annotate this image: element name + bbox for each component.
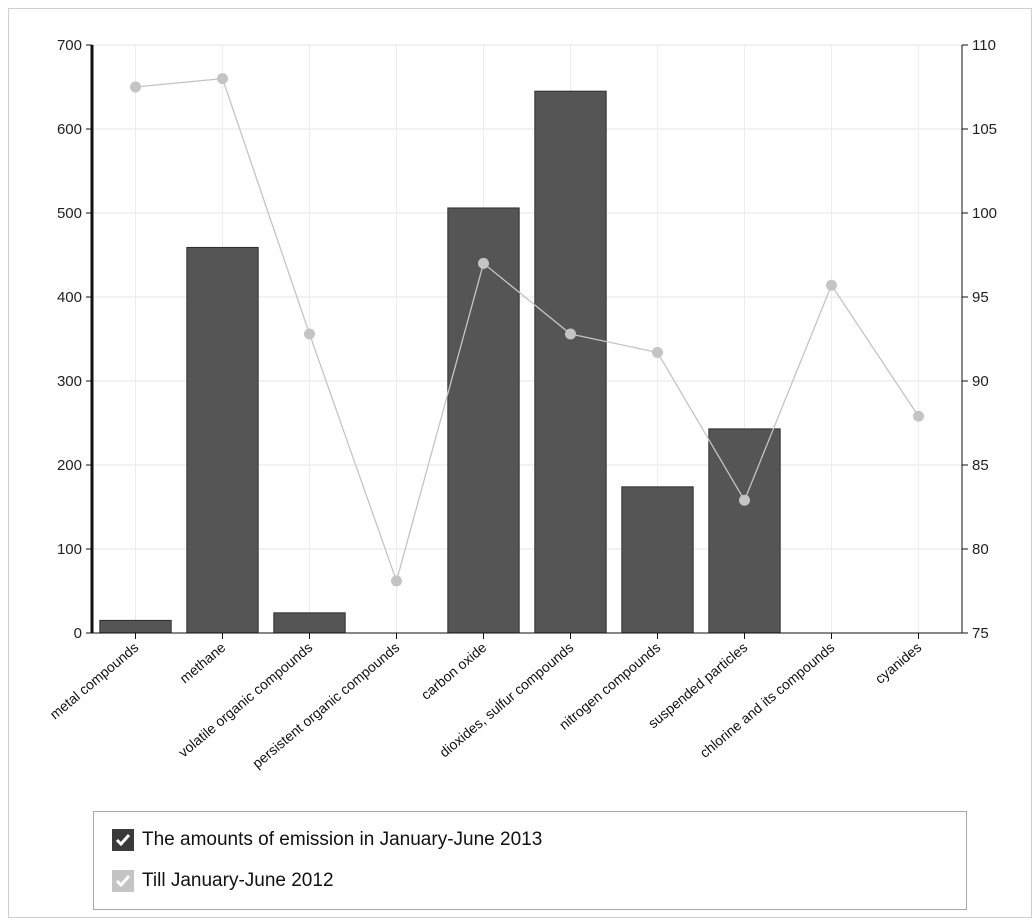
y-right-tick-label: 80 <box>972 541 989 558</box>
bar-0 <box>99 619 172 634</box>
y-left-tick-label: 300 <box>57 373 82 390</box>
line-point-2 <box>304 328 315 340</box>
y-left-tick-label: 400 <box>57 289 82 306</box>
y-left-tick-label: 0 <box>74 625 82 642</box>
y-right-tick-label: 100 <box>972 205 997 222</box>
y-right-tick-label: 75 <box>972 625 989 642</box>
y-right-tick-label: 90 <box>972 373 989 390</box>
legend-label-2013: The amounts of emission in January-June … <box>142 829 543 850</box>
bar-2 <box>273 612 346 634</box>
bar-5 <box>534 90 607 634</box>
line-point-7 <box>739 494 750 506</box>
line-point-8 <box>826 279 837 291</box>
y-right-tick-label: 110 <box>972 37 996 54</box>
line-point-9 <box>913 410 924 422</box>
line-series-2012 <box>135 77 920 584</box>
y-left-tick-label: 200 <box>57 457 82 474</box>
line-point-0 <box>130 81 141 93</box>
line-point-5 <box>565 328 576 340</box>
x-tick-label: cyanides <box>872 639 925 687</box>
y-left-tick-label: 100 <box>57 541 82 558</box>
legend: The amounts of emission in January-June … <box>93 811 967 910</box>
x-tick-label: methane <box>176 639 228 686</box>
line-point-3 <box>391 575 402 587</box>
y-left-tick-label: 700 <box>57 37 82 54</box>
y-left-tick-label: 500 <box>57 205 82 222</box>
chart-frame <box>8 8 1032 918</box>
bar-1 <box>186 246 259 634</box>
y-right-tick-label: 85 <box>972 457 989 474</box>
x-tick-label: metal compounds <box>46 639 141 722</box>
legend-item-2013[interactable]: The amounts of emission in January-June … <box>112 829 542 851</box>
line-point-6 <box>652 346 663 358</box>
checkbox-checked-icon[interactable] <box>112 870 134 892</box>
legend-label-2012: Till January-June 2012 <box>142 870 334 891</box>
y-right-tick-label: 95 <box>972 289 989 306</box>
bar-7 <box>708 428 781 634</box>
line-point-1 <box>217 73 228 85</box>
y-left-tick-label: 600 <box>57 121 82 138</box>
x-tick-label: persistent organic compounds <box>249 639 402 771</box>
x-tick-label: carbon oxide <box>418 639 490 703</box>
checkbox-checked-icon[interactable] <box>112 829 134 851</box>
y-right-tick-label: 105 <box>972 121 997 138</box>
legend-item-2012[interactable]: Till January-June 2012 <box>112 870 334 892</box>
line-point-4 <box>478 257 489 269</box>
bar-4 <box>447 207 520 634</box>
bar-6 <box>621 486 694 634</box>
